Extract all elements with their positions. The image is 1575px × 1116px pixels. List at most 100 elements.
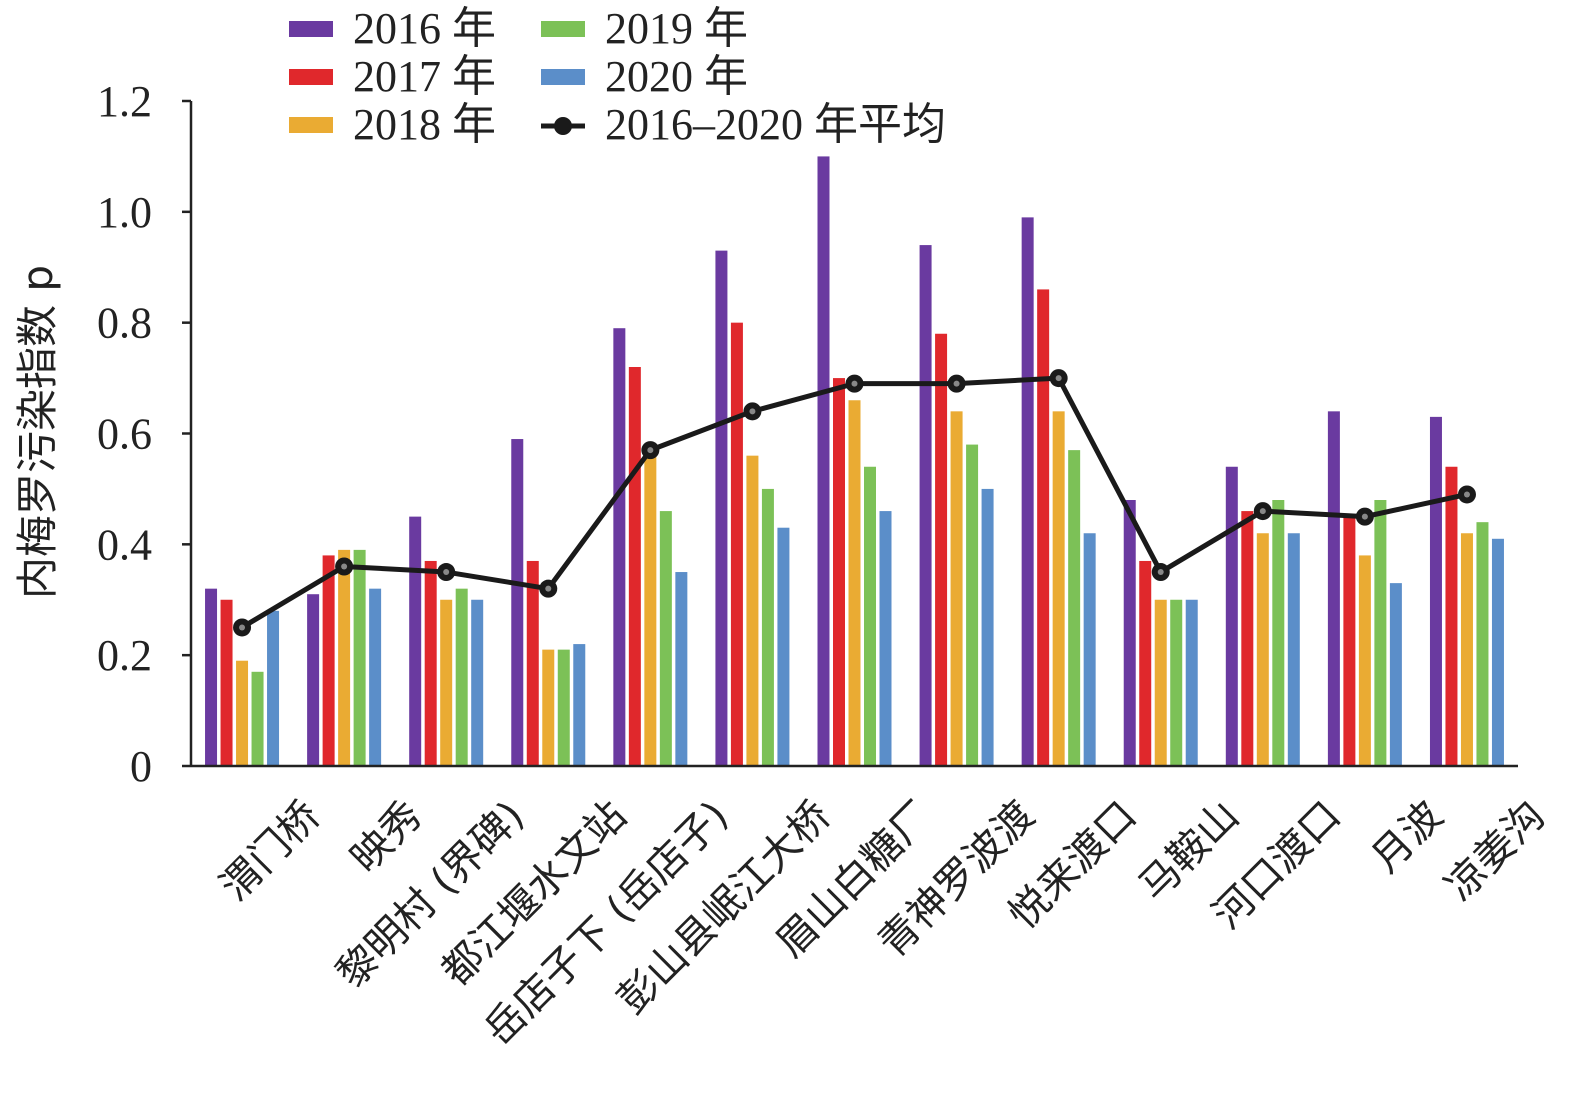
- bar: [573, 644, 586, 766]
- x-category-label: 凉姜沟: [1437, 793, 1554, 910]
- bar: [511, 439, 524, 766]
- bar: [761, 488, 774, 766]
- bar: [267, 610, 280, 766]
- average-point-center: [1055, 375, 1062, 382]
- average-point-center: [341, 563, 348, 570]
- bar: [1185, 599, 1198, 766]
- bar: [966, 444, 979, 766]
- bars: [205, 156, 1504, 767]
- legend-swatch: [289, 117, 333, 133]
- bar: [1068, 450, 1081, 766]
- y-tick-label: 1.0: [97, 188, 152, 237]
- bar: [777, 527, 790, 766]
- x-category-label: 映秀: [342, 793, 431, 882]
- bar: [675, 572, 688, 766]
- legend-label: 2017 年: [353, 52, 496, 101]
- bar: [455, 588, 468, 766]
- average-point-center: [239, 624, 246, 631]
- bar: [1476, 522, 1489, 766]
- legend-label: 2018 年: [353, 100, 496, 149]
- bar: [1021, 217, 1034, 766]
- y-axis-label: 内梅罗污染指数 p: [13, 265, 62, 599]
- bar: [307, 594, 320, 766]
- bar: [981, 488, 994, 766]
- bar: [628, 367, 641, 766]
- bar: [557, 649, 570, 766]
- bar: [613, 328, 626, 766]
- bar: [205, 588, 218, 766]
- bar: [1083, 533, 1096, 766]
- bar: [526, 560, 539, 766]
- bar: [1287, 533, 1300, 766]
- bar: [1389, 583, 1402, 766]
- y-tick-label: 1.2: [97, 77, 152, 126]
- bar: [715, 250, 728, 766]
- bar: [1139, 560, 1152, 766]
- bar: [542, 649, 555, 766]
- legend-swatch: [289, 69, 333, 85]
- legend-label: 2016 年: [353, 4, 496, 53]
- legend-label: 2020 年: [605, 52, 748, 101]
- bar: [950, 411, 963, 766]
- average-point-center: [851, 380, 858, 387]
- bar: [471, 599, 484, 766]
- bar: [1123, 500, 1136, 766]
- average-point-center: [953, 380, 960, 387]
- bar: [440, 599, 453, 766]
- bar: [879, 511, 892, 766]
- bar: [1052, 411, 1065, 766]
- bar: [730, 322, 743, 766]
- legend-label: 2019 年: [605, 4, 748, 53]
- bar: [369, 588, 382, 766]
- y-tick-label: 0.2: [97, 631, 152, 680]
- legend-swatch: [541, 21, 585, 37]
- y-ticks: 0 0.2 0.4 0.6 0.8 1.0 1.2: [97, 77, 191, 791]
- x-category-label: 渭门桥: [212, 793, 329, 910]
- bar: [251, 671, 264, 766]
- bar: [1445, 466, 1458, 766]
- average-point-center: [1361, 513, 1368, 520]
- y-tick-label: 0.4: [97, 520, 152, 569]
- y-tick-label: 0.6: [97, 410, 152, 459]
- bar: [1491, 538, 1504, 766]
- bar: [1460, 533, 1473, 766]
- bar: [1154, 599, 1167, 766]
- average-point-center: [647, 447, 654, 454]
- bar: [409, 516, 422, 766]
- bar: [919, 245, 932, 767]
- bar: [236, 660, 249, 766]
- bar: [1256, 533, 1269, 766]
- bar: [1037, 289, 1050, 766]
- average-point-center: [1157, 569, 1164, 576]
- bar: [424, 560, 437, 766]
- legend-swatch: [541, 69, 585, 85]
- bar: [644, 450, 657, 766]
- bar: [746, 455, 759, 766]
- bar: [848, 400, 861, 766]
- bar: [1358, 555, 1371, 766]
- bar: [659, 511, 672, 766]
- y-tick-label: 0: [130, 742, 152, 791]
- legend-line-marker: [554, 117, 572, 135]
- bar: [833, 378, 845, 766]
- bar: [1241, 511, 1254, 766]
- y-tick-label: 0.8: [97, 299, 152, 348]
- average-point-center: [1259, 508, 1266, 515]
- x-category-label: 月波: [1363, 793, 1452, 882]
- bar: [322, 555, 335, 766]
- bar: [220, 599, 233, 766]
- bar: [817, 156, 830, 766]
- bar: [935, 333, 948, 766]
- bar: [1170, 599, 1183, 766]
- bar: [353, 549, 366, 766]
- bar: [338, 549, 351, 766]
- legend-label: 2016–2020 年平均: [605, 100, 946, 149]
- bar: [1272, 500, 1285, 766]
- average-point-center: [749, 408, 756, 415]
- average-line-group: [233, 369, 1476, 637]
- average-point-center: [545, 585, 552, 592]
- legend-swatch: [289, 21, 333, 37]
